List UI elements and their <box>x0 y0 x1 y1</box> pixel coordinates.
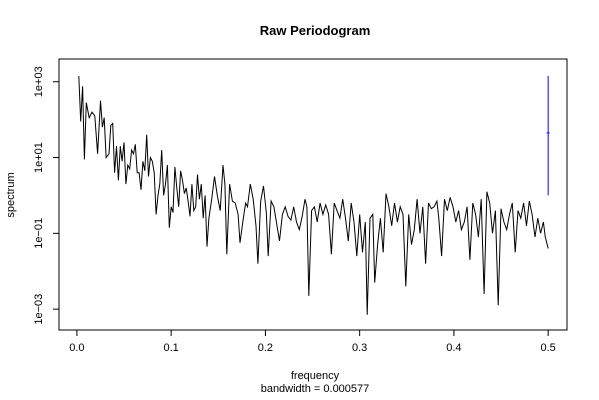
spectrum-line <box>78 76 549 315</box>
y-axis: 1e−03 1e−01 1e+01 1e+03 <box>33 66 59 325</box>
y-axis-label: spectrum <box>5 172 17 217</box>
chart-title: Raw Periodogram <box>260 23 371 38</box>
x-tick-label: 0.2 <box>258 342 273 354</box>
plot-frame <box>58 58 568 331</box>
x-tick-label: 0.5 <box>541 342 556 354</box>
x-tick-label: 0.0 <box>69 342 84 354</box>
bandwidth-label: bandwidth = 0.000577 <box>261 383 370 395</box>
y-tick-label: 1e−01 <box>33 218 45 249</box>
confidence-bar <box>546 76 550 196</box>
x-axis-label: frequency <box>291 370 340 382</box>
x-axis: 0.0 0.1 0.2 0.3 0.4 0.5 <box>69 330 556 354</box>
y-tick-label: 1e+03 <box>33 66 45 97</box>
x-tick-label: 0.1 <box>164 342 179 354</box>
y-tick-label: 1e−03 <box>33 294 45 325</box>
x-tick-label: 0.4 <box>446 342 461 354</box>
x-tick-label: 0.3 <box>352 342 367 354</box>
y-tick-label: 1e+01 <box>33 142 45 173</box>
